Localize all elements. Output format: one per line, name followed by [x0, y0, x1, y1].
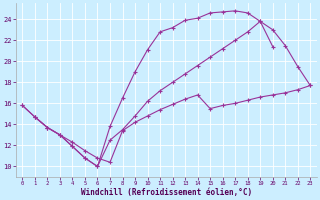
X-axis label: Windchill (Refroidissement éolien,°C): Windchill (Refroidissement éolien,°C): [81, 188, 252, 197]
